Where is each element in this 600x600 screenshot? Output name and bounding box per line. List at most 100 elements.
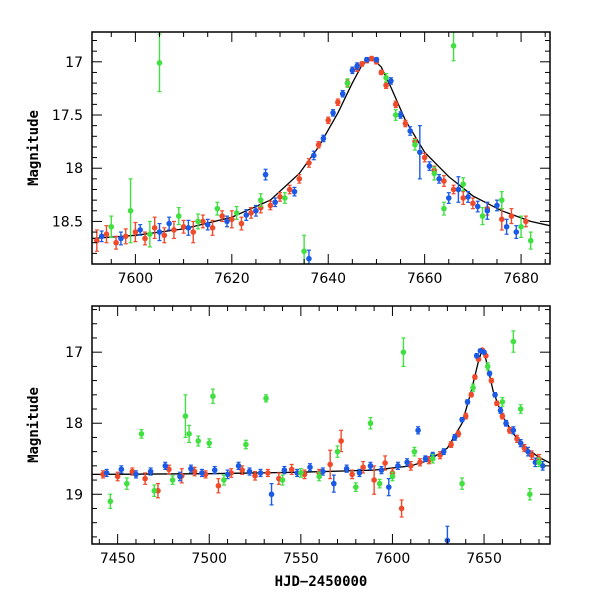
bottom-data-point xyxy=(243,441,249,448)
bottom-x-tick-label: 7500 xyxy=(191,551,227,567)
top-data-point xyxy=(108,223,115,230)
top-data-point xyxy=(310,152,317,159)
bottom-data-point xyxy=(451,434,458,441)
bottom-data-point xyxy=(138,431,145,437)
top-data-point xyxy=(132,229,139,235)
top-data-point xyxy=(349,67,356,74)
top-data-point xyxy=(272,199,279,206)
bottom-data-point xyxy=(376,480,383,487)
bottom-data-point xyxy=(440,448,447,455)
bottom-data-point xyxy=(400,349,407,355)
bottom-plot-area xyxy=(92,330,550,544)
bottom-data-point xyxy=(484,363,491,370)
bottom-panel: Magnitude HJD−2450000 7450 7500 7550 7600 76… xyxy=(26,305,551,590)
top-plot-area xyxy=(92,32,550,264)
top-data-point xyxy=(262,171,269,178)
bottom-data-point xyxy=(486,370,493,377)
top-data-point xyxy=(503,223,510,230)
bottom-data-point xyxy=(307,464,313,471)
top-data-point xyxy=(460,181,467,187)
top-data-point xyxy=(118,235,124,242)
top-data-point xyxy=(498,216,505,223)
top-data-point xyxy=(103,231,110,238)
top-data-point xyxy=(392,112,399,118)
top-data-point xyxy=(426,163,433,169)
bottom-data-point xyxy=(224,471,231,478)
top-data-point xyxy=(397,112,404,118)
top-data-point xyxy=(127,207,134,214)
bottom-data-point xyxy=(356,470,363,476)
top-data-point xyxy=(455,186,462,193)
top-data-point xyxy=(373,56,380,63)
bottom-data-point xyxy=(118,466,125,473)
bottom-data-point xyxy=(411,448,418,455)
bottom-data-point xyxy=(455,431,462,437)
bottom-data-point xyxy=(510,427,517,434)
bottom-y-tick-label: 17 xyxy=(65,345,83,361)
top-data-point xyxy=(494,202,500,209)
bottom-data-point xyxy=(169,477,176,483)
top-series-green xyxy=(108,32,534,264)
bottom-data-point xyxy=(166,466,172,473)
bottom-data-point xyxy=(539,463,546,469)
bottom-plot-frame xyxy=(91,305,551,545)
bottom-data-point xyxy=(107,498,114,505)
top-data-point xyxy=(142,235,148,242)
bottom-data-point xyxy=(437,452,443,458)
bottom-data-point xyxy=(417,459,423,466)
bottom-data-point xyxy=(199,470,205,476)
bottom-data-point xyxy=(481,349,487,355)
top-data-point xyxy=(465,194,471,200)
top-y-tick-label: 18 xyxy=(65,161,83,177)
top-x-tick-label: 7640 xyxy=(310,271,346,287)
top-x-tick-label: 7680 xyxy=(503,271,539,287)
bottom-data-point xyxy=(488,377,495,384)
bottom-data-point xyxy=(404,459,410,466)
bottom-data-point xyxy=(536,459,542,466)
bottom-data-point xyxy=(459,416,465,423)
top-data-point xyxy=(470,200,476,207)
top-data-point xyxy=(151,225,158,231)
bottom-data-point xyxy=(188,465,194,472)
bottom-data-point xyxy=(316,473,322,480)
top-data-point xyxy=(445,195,452,201)
top-data-point xyxy=(301,248,307,255)
bottom-data-point xyxy=(367,463,374,469)
top-data-point xyxy=(383,74,389,81)
top-data-point xyxy=(277,194,283,200)
bottom-data-point xyxy=(186,431,192,437)
top-data-point xyxy=(166,220,172,227)
x-axis-title: HJD−2450000 xyxy=(275,574,368,590)
top-data-point xyxy=(359,61,365,67)
bottom-series-green xyxy=(107,330,542,510)
bottom-data-point xyxy=(494,400,500,407)
bottom-data-point xyxy=(497,407,504,414)
top-data-point xyxy=(200,218,206,225)
bottom-data-point xyxy=(422,455,429,462)
top-data-point xyxy=(498,197,505,203)
bottom-data-point xyxy=(327,461,333,468)
top-data-point xyxy=(257,197,264,203)
bottom-data-point xyxy=(459,480,465,487)
top-data-point xyxy=(190,229,197,235)
bottom-data-point xyxy=(252,472,258,479)
bottom-data-point xyxy=(464,399,471,405)
top-y-axis-title: Magnitude xyxy=(26,110,42,186)
top-data-point xyxy=(113,239,119,246)
top-series-blue xyxy=(98,56,520,264)
bottom-data-point xyxy=(177,473,183,480)
bottom-x-tick-label: 7650 xyxy=(466,551,502,567)
bottom-data-point xyxy=(503,420,509,427)
top-panel: Magnitude 7600 7620 7640 7660 7680 17 17.5 18 18… xyxy=(26,31,551,287)
top-data-point xyxy=(450,43,457,49)
top-data-point xyxy=(364,56,370,63)
top-data-point xyxy=(209,225,216,231)
bottom-data-point xyxy=(499,413,506,419)
bottom-data-point xyxy=(124,480,130,487)
top-data-point xyxy=(344,80,351,86)
top-data-point xyxy=(161,232,168,239)
bottom-data-point xyxy=(320,468,326,475)
top-data-point xyxy=(508,213,515,219)
bottom-data-point xyxy=(151,487,158,494)
